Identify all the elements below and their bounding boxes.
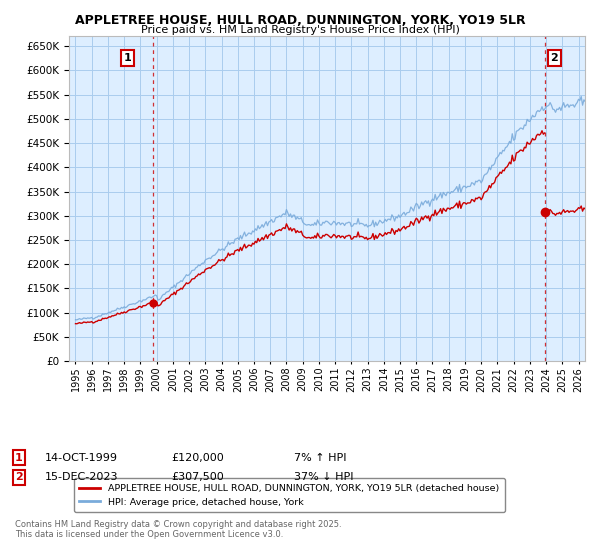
Text: £307,500: £307,500 [171,472,224,482]
Legend: APPLETREE HOUSE, HULL ROAD, DUNNINGTON, YORK, YO19 5LR (detached house), HPI: Av: APPLETREE HOUSE, HULL ROAD, DUNNINGTON, … [74,478,505,512]
Text: 37% ↓ HPI: 37% ↓ HPI [294,472,353,482]
Text: 1: 1 [124,53,131,63]
Text: Price paid vs. HM Land Registry's House Price Index (HPI): Price paid vs. HM Land Registry's House … [140,25,460,35]
Text: APPLETREE HOUSE, HULL ROAD, DUNNINGTON, YORK, YO19 5LR: APPLETREE HOUSE, HULL ROAD, DUNNINGTON, … [74,14,526,27]
Text: 2: 2 [15,472,23,482]
Text: Contains HM Land Registry data © Crown copyright and database right 2025.
This d: Contains HM Land Registry data © Crown c… [15,520,341,539]
Text: 7% ↑ HPI: 7% ↑ HPI [294,452,347,463]
Text: 15-DEC-2023: 15-DEC-2023 [45,472,119,482]
Text: 2: 2 [550,53,558,63]
Text: 14-OCT-1999: 14-OCT-1999 [45,452,118,463]
Text: £120,000: £120,000 [171,452,224,463]
Text: 1: 1 [15,452,23,463]
